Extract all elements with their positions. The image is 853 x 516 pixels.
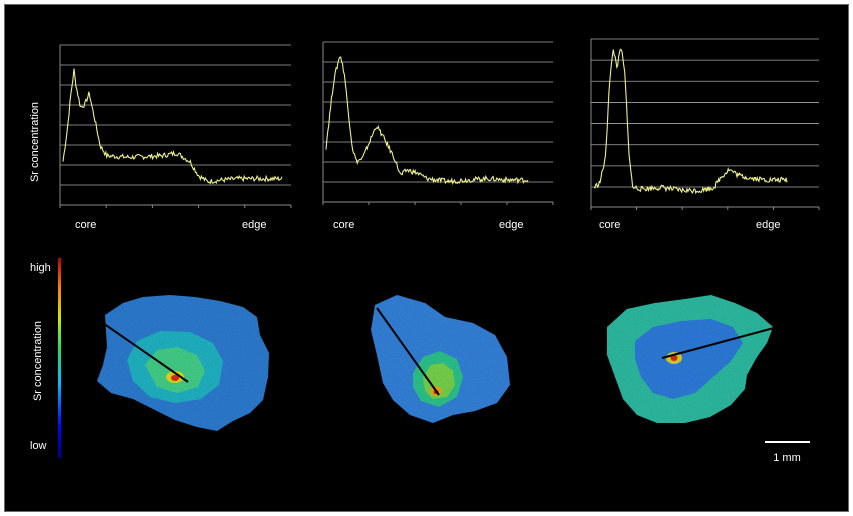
- chart-2-sr-trace: [325, 56, 529, 185]
- chart-1-core-label: core: [75, 219, 96, 231]
- map-3-mid-zone: [635, 319, 743, 399]
- chart-3-core-label: core: [599, 219, 620, 231]
- profile-chart-1: [59, 44, 292, 208]
- colorbar-axis-label: Sr concentration: [32, 321, 44, 401]
- sr-map-sample-2: [371, 295, 510, 423]
- map-2-transect-line: [376, 307, 440, 396]
- colorbar-low-label: low: [30, 440, 47, 452]
- chart-1-edge-label: edge: [242, 219, 266, 231]
- profile-chart-3: [590, 38, 820, 210]
- chart-1-sr-trace: [62, 68, 283, 185]
- figure-panel: Sr concentration core edge core edge cor…: [4, 4, 849, 512]
- figure-canvas: Sr concentration core edge core edge cor…: [29, 38, 820, 464]
- chart-3-edge-label: edge: [756, 219, 780, 231]
- map-3-transect-line: [661, 327, 775, 359]
- colorbar-high-label: high: [30, 262, 51, 274]
- chart-2-edge-label: edge: [499, 219, 523, 231]
- chart-3-sr-trace: [593, 48, 788, 195]
- sr-map-sample-3: [607, 295, 773, 423]
- profile-y-axis-label: Sr concentration: [29, 102, 41, 182]
- map-1-core-hotspot: [171, 375, 179, 381]
- map-1-inner-zone: [145, 347, 205, 393]
- sr-map-sample-1: [97, 295, 269, 431]
- profile-chart-2: [322, 41, 554, 205]
- colorbar: [58, 258, 61, 458]
- chart-2-core-label: core: [333, 219, 354, 231]
- map-3-core-hotspot: [670, 355, 678, 361]
- map-1-transect-line: [99, 320, 189, 383]
- scale-bar-label: 1 mm: [773, 452, 801, 464]
